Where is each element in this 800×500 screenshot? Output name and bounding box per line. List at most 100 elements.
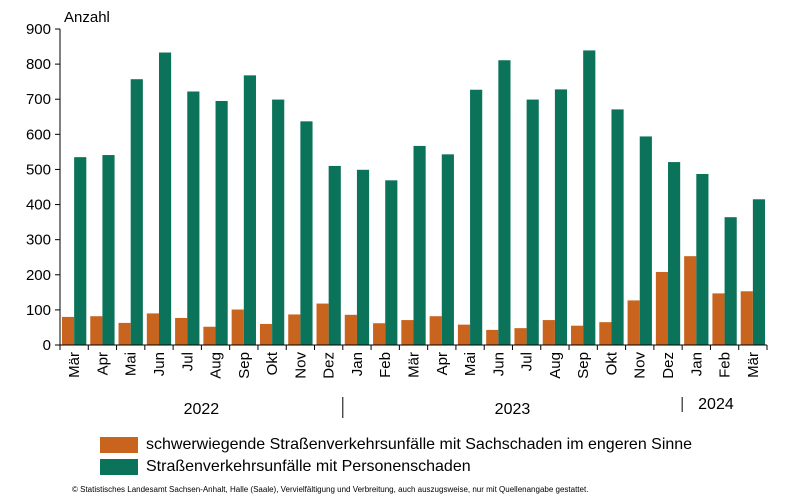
legend-swatch-personenschaden — [100, 459, 138, 475]
legend-label-sachschaden: schwerwiegende Straßenverkehrsunfälle mi… — [146, 436, 693, 453]
bar-personenschaden — [752, 199, 766, 345]
x-tick-label: Nov — [292, 352, 309, 379]
bars — [61, 50, 766, 346]
bar-sachschaden — [599, 322, 612, 345]
y-tick-label: 300 — [26, 232, 51, 249]
x-tick-label: Feb — [717, 352, 734, 378]
x-tick-label: Mär — [66, 352, 83, 378]
bar-personenschaden — [158, 52, 172, 345]
bar-sachschaden — [514, 328, 527, 345]
bar-personenschaden — [611, 109, 624, 345]
y-tick-label: 900 — [26, 21, 51, 38]
x-tick-label: Dez — [660, 352, 677, 379]
bar-sachschaden — [316, 303, 329, 345]
x-tick-label: Sep — [236, 352, 253, 379]
x-tick-label: Mai — [462, 352, 479, 376]
bar-personenschaden — [583, 50, 596, 345]
bar-sachschaden — [712, 293, 725, 345]
y-tick-label: 0 — [43, 337, 51, 354]
bar-sachschaden — [61, 316, 75, 345]
bar-sachschaden — [684, 256, 697, 345]
y-tick-label: 800 — [26, 56, 51, 73]
bar-sachschaden — [231, 309, 244, 345]
x-tick-label: Mär — [745, 352, 762, 378]
bar-personenschaden — [328, 165, 341, 345]
x-tick-label: Mär — [406, 352, 423, 378]
copyright-footer: © Statistisches Landesamt Sachsen-Anhalt… — [72, 485, 589, 494]
legend-swatch-sachschaden — [100, 437, 138, 453]
y-tick-label: 600 — [26, 126, 51, 143]
y-tick-label: 700 — [26, 91, 51, 108]
bar-personenschaden — [187, 91, 200, 346]
bar-sachschaden — [175, 317, 188, 345]
bar-personenschaden — [413, 145, 426, 345]
x-tick-label: Jul — [179, 352, 196, 371]
bar-personenschaden — [243, 75, 256, 345]
x-tick-label: Sep — [575, 352, 592, 379]
y-tick-label: 200 — [26, 267, 51, 284]
x-tick-label: Apr — [434, 352, 451, 375]
bar-personenschaden — [554, 89, 568, 345]
legend-item-personenschaden: Straßenverkehrsunfälle mit Personenschad… — [100, 456, 692, 478]
bar-sachschaden — [288, 314, 301, 345]
x-tick-label: Jun — [490, 352, 507, 376]
year-label: 2023 — [495, 401, 531, 418]
x-tick-label: Apr — [94, 352, 111, 375]
bar-sachschaden — [740, 291, 753, 345]
year-label: 2022 — [184, 401, 220, 418]
x-tick-label: Okt — [603, 351, 620, 375]
bar-personenschaden — [215, 100, 228, 345]
bar-personenschaden — [498, 60, 511, 345]
y-tick-label: 500 — [26, 161, 51, 178]
bar-personenschaden — [130, 79, 143, 345]
legend: schwerwiegende Straßenverkehrsunfälle mi… — [100, 434, 692, 478]
bar-sachschaden — [457, 324, 471, 345]
bar-sachschaden — [344, 314, 357, 345]
bar-sachschaden — [203, 326, 216, 345]
bar-personenschaden — [385, 180, 398, 345]
bar-personenschaden — [639, 136, 652, 345]
x-tick-label: Jan — [688, 352, 705, 376]
x-tick-label: Aug — [547, 352, 564, 379]
bar-personenschaden — [272, 99, 285, 345]
x-tick-label: Jun — [151, 352, 168, 376]
bar-chart: Anzahl 0 100 200 300 400 500 600 700 800 900 Mär A… — [26, 9, 768, 418]
x-tick-label: Nov — [632, 352, 649, 379]
bar-personenschaden — [696, 174, 709, 345]
bar-personenschaden — [668, 162, 681, 345]
bar-personenschaden — [724, 217, 737, 345]
x-tick-label: Aug — [208, 352, 225, 379]
bar-sachschaden — [90, 316, 103, 345]
bar-sachschaden — [259, 323, 273, 345]
bar-personenschaden — [74, 157, 87, 345]
bar-sachschaden — [118, 322, 131, 345]
bar-personenschaden — [300, 121, 313, 345]
legend-label-personenschaden: Straßenverkehrsunfälle mit Personenschad… — [146, 458, 471, 475]
legend-item-sachschaden: schwerwiegende Straßenverkehrsunfälle mi… — [100, 434, 692, 456]
bar-personenschaden — [441, 154, 454, 345]
bar-sachschaden — [401, 320, 414, 345]
x-tick-label: Dez — [321, 352, 338, 379]
bar-sachschaden — [627, 300, 640, 345]
bar-personenschaden — [102, 155, 115, 345]
bar-sachschaden — [655, 271, 669, 345]
bar-sachschaden — [429, 316, 442, 345]
x-tick-label: Okt — [264, 351, 281, 375]
bar-sachschaden — [542, 320, 555, 345]
year-groups: 2022 2023 2024 — [184, 396, 734, 418]
y-axis: 0 100 200 300 400 500 600 700 800 900 — [26, 21, 61, 354]
x-axis: Mär Apr Mai Jun Jul Aug Sep Okt Nov Dez Jan Feb Mär A… — [59, 344, 768, 379]
bar-personenschaden — [356, 169, 370, 345]
x-tick-label: Mai — [123, 352, 140, 376]
bar-sachschaden — [571, 325, 584, 345]
year-label: 2024 — [698, 396, 734, 413]
bar-personenschaden — [470, 89, 483, 346]
y-tick-label: 100 — [26, 302, 51, 319]
y-axis-label: Anzahl — [64, 9, 110, 26]
x-tick-label: Jul — [519, 352, 536, 371]
bar-sachschaden — [373, 323, 386, 345]
bar-sachschaden — [146, 313, 159, 345]
x-tick-label: Jan — [349, 352, 366, 376]
bar-sachschaden — [486, 329, 499, 345]
x-tick-label: Feb — [377, 352, 394, 378]
